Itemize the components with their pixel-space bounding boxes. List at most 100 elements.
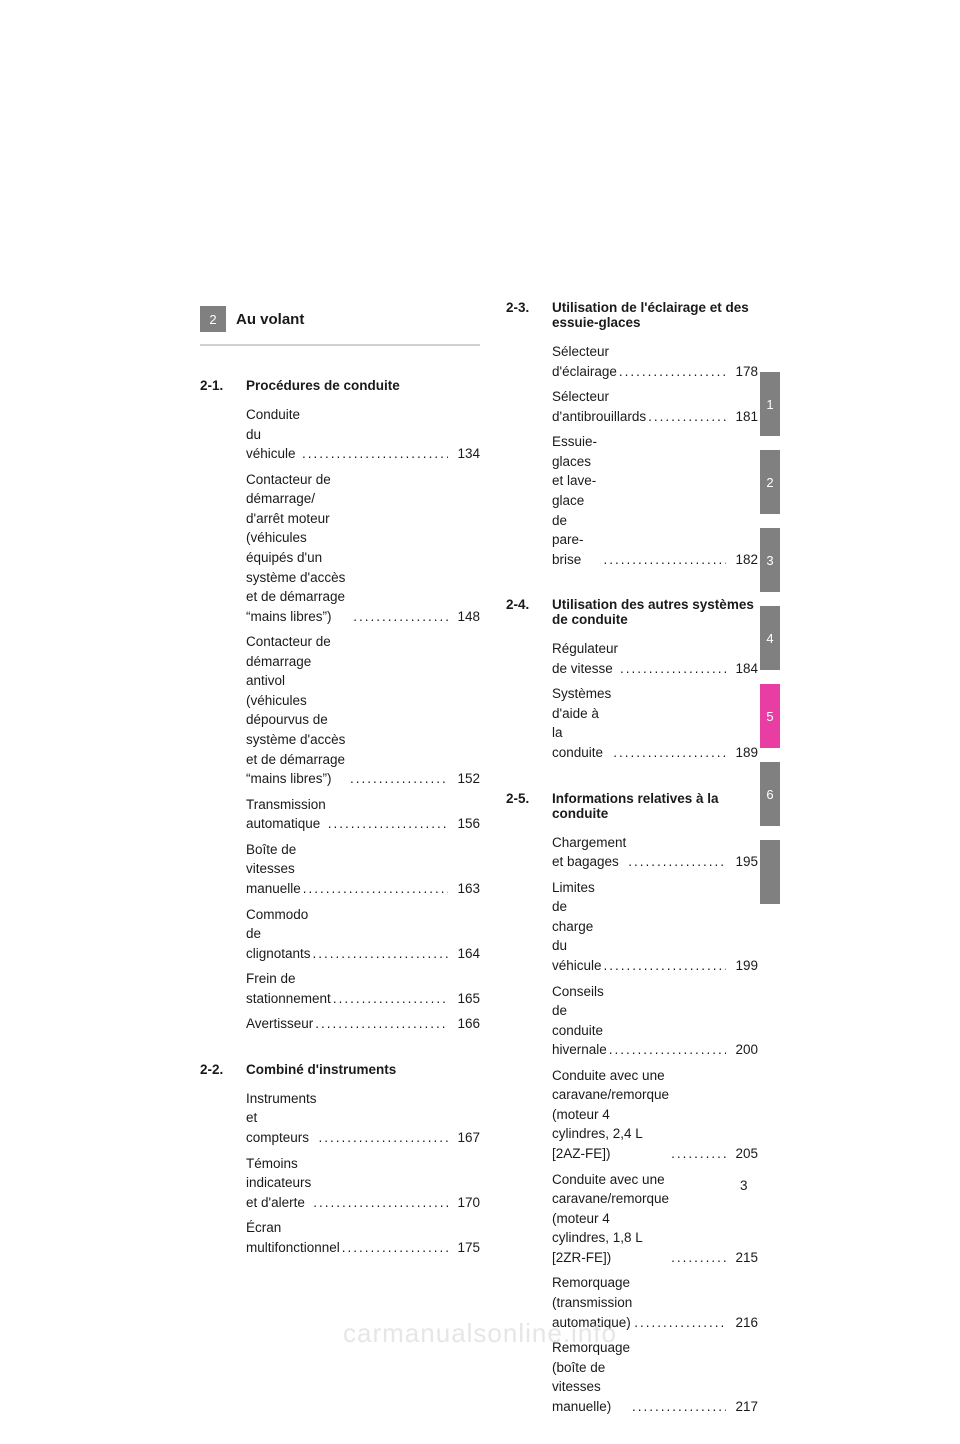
toc-section-title: Informations relatives à la conduite: [552, 791, 758, 821]
toc-entry-page: 164: [448, 944, 480, 964]
toc-entry-label: Remorquage (boîte de vitesses manuelle): [552, 1338, 630, 1416]
toc-entry: Avertisseur166: [246, 1014, 480, 1034]
toc-entry-page: 195: [726, 852, 758, 872]
toc-entry-label: Commodo de clignotants: [246, 905, 311, 964]
toc-leader-dots: [331, 989, 448, 1009]
toc-leader-dots: [326, 814, 448, 834]
toc-leader-dots: [317, 1128, 448, 1148]
side-tab[interactable]: [760, 840, 780, 904]
toc-leader-dots: [607, 1040, 726, 1060]
toc-entry-page: 152: [448, 769, 480, 789]
toc-entry-page: 175: [448, 1238, 480, 1258]
toc-entry-page: 165: [448, 989, 480, 1009]
toc-left-column: 2-1.Procédures de conduiteConduite du vé…: [200, 378, 480, 1285]
toc-entry-label: Conduite avec une caravane/remorque (mot…: [552, 1170, 669, 1268]
toc-section-head: 2-5.Informations relatives à la conduite: [506, 791, 758, 821]
toc-leader-dots: [348, 769, 448, 789]
toc-leader-dots: [300, 444, 448, 464]
toc-entry: Conduite avec une caravane/remorque (mot…: [552, 1170, 758, 1268]
toc-entry-label: Boîte de vitesses manuelle: [246, 840, 301, 899]
toc-entry-page: 134: [448, 444, 480, 464]
toc-entry-page: 200: [726, 1040, 758, 1060]
toc-leader-dots: [311, 944, 448, 964]
toc-entry-page: 148: [448, 607, 480, 627]
toc-section: 2-2.Combiné d'instrumentsInstruments et …: [200, 1062, 480, 1258]
toc-entry-label: Régulateur de vitesse: [552, 639, 618, 678]
chapter-number: 2: [209, 312, 216, 327]
toc-entries: Sélecteur d'éclairage 178 Sélecteur d'anti…: [506, 342, 758, 569]
toc-entry: Sélecteur d'éclairage 178: [552, 342, 758, 381]
toc-leader-dots: [630, 1397, 726, 1417]
toc-entry: Commodo de clignotants 164: [246, 905, 480, 964]
toc-section: 2-3.Utilisation de l'éclairage et des es…: [506, 300, 758, 569]
side-tab[interactable]: 4: [760, 606, 780, 670]
toc-entry-label: Systèmes d'aide à la conduite: [552, 684, 611, 762]
toc-entry-page: 166: [448, 1014, 480, 1034]
chapter-number-box: 2: [200, 306, 226, 332]
toc-entry-label: Essuie-glaces et lave-glace de pare-bris…: [552, 432, 601, 569]
toc-leader-dots: [313, 1014, 448, 1034]
toc-entry-label: Contacteur de démarrage antivol (véhicul…: [246, 632, 348, 789]
toc-leader-dots: [626, 852, 726, 872]
toc-entry: Essuie-glaces et lave-glace de pare-bris…: [552, 432, 758, 569]
toc-entry: Écran multifonctionnel 175: [246, 1218, 480, 1257]
chapter-header: 2 Au volant: [200, 306, 304, 332]
side-tab-label: 6: [766, 787, 773, 802]
toc-entry: Remorquage (boîte de vitesses manuelle)2…: [552, 1338, 758, 1416]
toc-entry-page: 205: [726, 1144, 758, 1164]
toc-entry: Témoins indicateurs et d'alerte 170: [246, 1154, 480, 1213]
toc-section-title: Procédures de conduite: [246, 378, 480, 393]
toc-entry: Limites de charge du véhicule199: [552, 878, 758, 976]
side-tab[interactable]: 6: [760, 762, 780, 826]
side-tab[interactable]: 1: [760, 372, 780, 436]
toc-entry-page: 178: [726, 362, 758, 382]
side-tab[interactable]: 5: [760, 684, 780, 748]
toc-entry-label: Sélecteur d'antibrouillards: [552, 387, 646, 426]
toc-entry: Conseils de conduite hivernale 200: [552, 982, 758, 1060]
toc-section-title: Utilisation des autres systèmes de condu…: [552, 597, 758, 627]
toc-entry-label: Frein de stationnement: [246, 969, 331, 1008]
side-tab[interactable]: 3: [760, 528, 780, 592]
toc-entry: Conduite avec une caravane/remorque (mot…: [552, 1066, 758, 1164]
toc-entry-label: Chargement et bagages: [552, 833, 626, 872]
toc-entry-page: 156: [448, 814, 480, 834]
toc-entry: Contacteur de démarrage antivol (véhicul…: [246, 632, 480, 789]
toc-entry-page: 199: [726, 956, 758, 976]
toc-entry-page: 170: [448, 1193, 480, 1213]
toc-entry-page: 163: [448, 879, 480, 899]
side-tab-label: 3: [766, 553, 773, 568]
toc-entry: Régulateur de vitesse184: [552, 639, 758, 678]
toc-entry: Sélecteur d'antibrouillards 181: [552, 387, 758, 426]
toc-entry-label: Conseils de conduite hivernale: [552, 982, 607, 1060]
toc-leader-dots: [611, 743, 726, 763]
page: 2 Au volant 2-1.Procédures de conduiteCo…: [0, 0, 960, 1358]
toc-entries: Instruments et compteurs167Témoins indic…: [200, 1089, 480, 1258]
side-tab-label: 2: [766, 475, 773, 490]
toc-entry-label: Témoins indicateurs et d'alerte: [246, 1154, 311, 1213]
toc-right-column: 2-3.Utilisation de l'éclairage et des es…: [506, 300, 758, 1444]
toc-section-title: Combiné d'instruments: [246, 1062, 480, 1077]
side-tab[interactable]: 2: [760, 450, 780, 514]
toc-entry: Frein de stationnement 165: [246, 969, 480, 1008]
toc-leader-dots: [602, 956, 726, 976]
toc-entry-page: 181: [726, 407, 758, 427]
toc-section-number: 2-5.: [506, 791, 552, 821]
toc-section: 2-4.Utilisation des autres systèmes de c…: [506, 597, 758, 762]
toc-section: 2-1.Procédures de conduiteConduite du vé…: [200, 378, 480, 1034]
toc-section-title: Utilisation de l'éclairage et des essuie…: [552, 300, 758, 330]
toc-leader-dots: [351, 607, 448, 627]
chapter-rule: [200, 344, 480, 346]
toc-entry-label: Écran multifonctionnel: [246, 1218, 340, 1257]
toc-section-head: 2-1.Procédures de conduite: [200, 378, 480, 393]
toc-leader-dots: [669, 1144, 726, 1164]
toc-leader-dots: [646, 407, 726, 427]
toc-leader-dots: [669, 1248, 726, 1268]
toc-section-number: 2-1.: [200, 378, 246, 393]
toc-entry: Boîte de vitesses manuelle 163: [246, 840, 480, 899]
toc-leader-dots: [340, 1238, 448, 1258]
toc-entry-page: 182: [726, 550, 758, 570]
toc-entry: Chargement et bagages 195: [552, 833, 758, 872]
toc-entry-label: Sélecteur d'éclairage: [552, 342, 617, 381]
toc-entry-page: 189: [726, 743, 758, 763]
toc-section-number: 2-4.: [506, 597, 552, 627]
